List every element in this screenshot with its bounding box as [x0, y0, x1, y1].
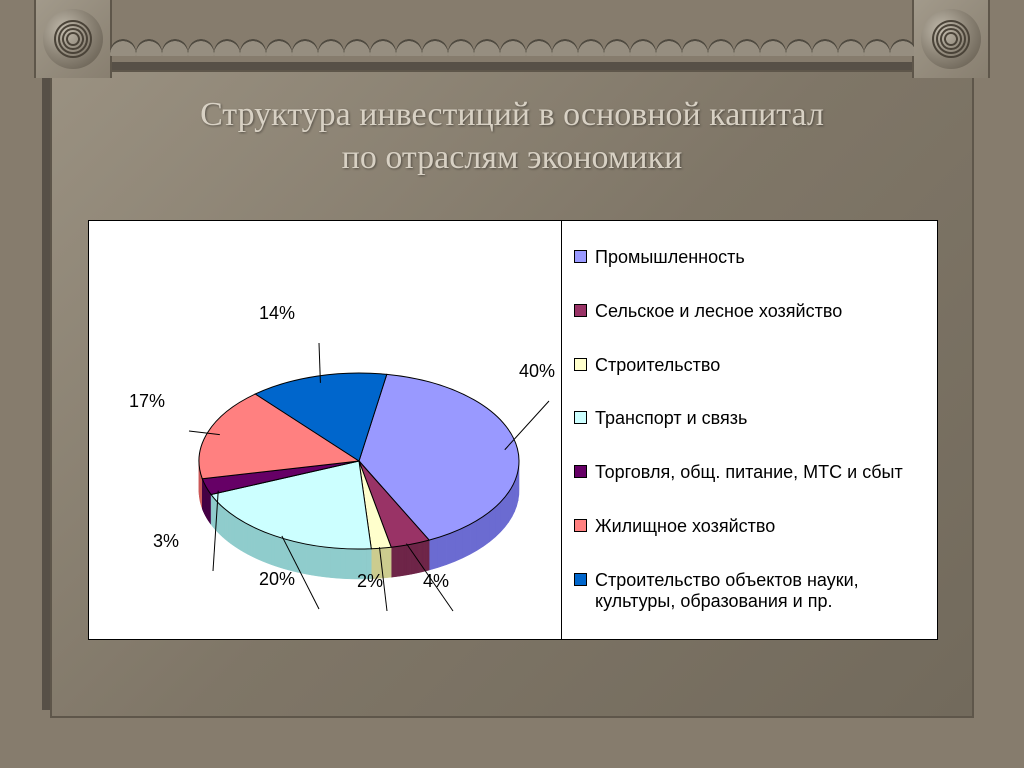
legend-item: Торговля, общ. питание, МТС и сбыт: [574, 462, 927, 484]
pie-plot-area: 40% 4% 2% 20% 3% 17% 14%: [89, 221, 559, 639]
ornament-column-left: [34, 0, 112, 78]
legend-swatch: [574, 411, 587, 424]
legend-label: Торговля, общ. питание, МТС и сбыт: [595, 462, 903, 484]
legend-label: Сельское и лесное хозяйство: [595, 301, 842, 323]
legend-item: Строительство: [574, 355, 927, 377]
legend-label: Строительство объектов науки, культуры, …: [595, 570, 927, 613]
pie-slice-label: 4%: [423, 571, 449, 592]
scroll-ornament-right: [921, 9, 981, 69]
title-line-1: Структура инвестиций в основной капитал: [200, 96, 824, 133]
legend-swatch: [574, 250, 587, 263]
legend-label: Жилищное хозяйство: [595, 516, 775, 538]
legend-label: Строительство: [595, 355, 720, 377]
pie-slice-label: 40%: [519, 361, 555, 382]
pie-slice-label: 3%: [153, 531, 179, 552]
slide-frame: Структура инвестиций в основной капитал …: [0, 0, 1024, 768]
content-panel: Структура инвестиций в основной капитал …: [50, 70, 974, 718]
legend-item: Промышленность: [574, 247, 927, 269]
legend-label: Транспорт и связь: [595, 408, 747, 430]
pie-slice-label: 2%: [357, 571, 383, 592]
ornament-rope: [110, 30, 914, 56]
slide-title: Структура инвестиций в основной капитал …: [50, 94, 974, 179]
scroll-ornament-left: [43, 9, 103, 69]
chart-legend: Промышленность Сельское и лесное хозяйств…: [561, 221, 937, 639]
title-line-2: по отраслям экономики: [342, 139, 683, 176]
pie-slice-label: 20%: [259, 569, 295, 590]
chart-container: 40% 4% 2% 20% 3% 17% 14% Промышленность Сельско…: [88, 220, 938, 640]
legend-swatch: [574, 304, 587, 317]
legend-item: Сельское и лесное хозяйство: [574, 301, 927, 323]
legend-swatch: [574, 465, 587, 478]
pie-slice-label: 14%: [259, 303, 295, 324]
pie-chart: 40%4%2%20%3%17%14%: [169, 321, 489, 561]
legend-swatch: [574, 573, 587, 586]
legend-swatch: [574, 358, 587, 371]
legend-item: Транспорт и связь: [574, 408, 927, 430]
legend-label: Промышленность: [595, 247, 745, 269]
legend-swatch: [574, 519, 587, 532]
pie-slice-label: 17%: [129, 391, 165, 412]
legend-item: Строительство объектов науки, культуры, …: [574, 570, 927, 613]
legend-item: Жилищное хозяйство: [574, 516, 927, 538]
ornament-column-right: [912, 0, 990, 78]
